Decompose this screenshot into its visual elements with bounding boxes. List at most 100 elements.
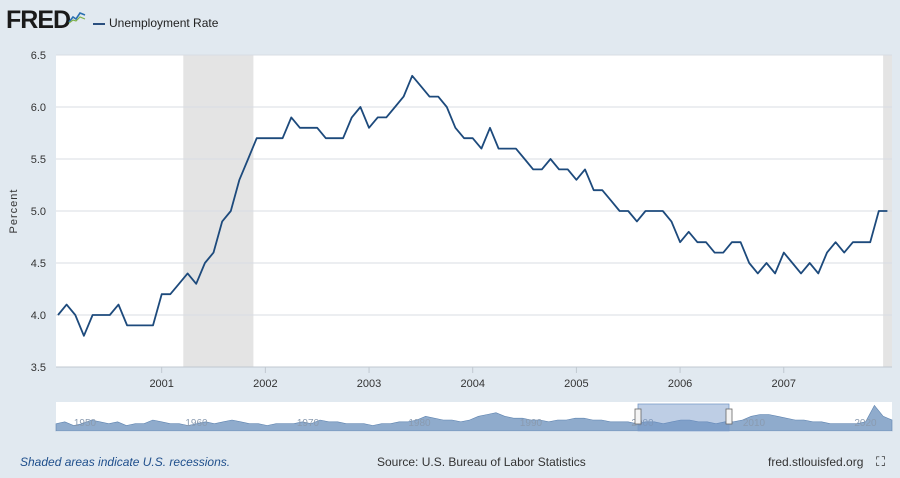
data-point[interactable]	[608, 198, 613, 203]
data-point[interactable]	[868, 240, 873, 245]
data-point[interactable]	[418, 84, 423, 89]
series-line-unemployment-rate[interactable]	[57, 74, 888, 337]
data-point[interactable]	[885, 209, 890, 214]
data-point[interactable]	[488, 125, 493, 130]
data-point[interactable]	[669, 219, 674, 224]
data-point[interactable]	[747, 261, 752, 266]
navigator-handle-left[interactable]	[634, 408, 642, 425]
data-point[interactable]	[237, 177, 242, 182]
data-point[interactable]	[168, 292, 173, 297]
navigator-handle-right[interactable]	[725, 408, 733, 425]
data-point[interactable]	[64, 302, 69, 307]
data-point[interactable]	[116, 302, 121, 307]
data-point[interactable]	[470, 136, 475, 141]
data-point[interactable]	[194, 281, 199, 286]
data-point[interactable]	[159, 292, 164, 297]
data-point[interactable]	[557, 167, 562, 172]
data-point[interactable]	[729, 240, 734, 245]
data-point[interactable]	[306, 125, 311, 130]
data-point[interactable]	[695, 240, 700, 245]
data-point[interactable]	[367, 125, 372, 130]
data-point[interactable]	[790, 261, 795, 266]
data-point[interactable]	[686, 229, 691, 234]
fred-logo[interactable]: FRED	[6, 6, 71, 34]
data-point[interactable]	[410, 73, 415, 78]
legend-item[interactable]: Unemployment Rate	[93, 16, 218, 30]
data-point[interactable]	[90, 313, 95, 318]
data-point[interactable]	[721, 250, 726, 255]
data-point[interactable]	[548, 157, 553, 162]
data-point[interactable]	[220, 219, 225, 224]
data-point[interactable]	[358, 105, 363, 110]
data-point[interactable]	[591, 188, 596, 193]
navigator-selection[interactable]	[637, 403, 730, 432]
data-point[interactable]	[289, 115, 294, 120]
data-point[interactable]	[755, 271, 760, 276]
data-point[interactable]	[479, 146, 484, 151]
data-point[interactable]	[254, 136, 259, 141]
data-point[interactable]	[678, 240, 683, 245]
data-point[interactable]	[626, 209, 631, 214]
data-point[interactable]	[773, 271, 778, 276]
data-point[interactable]	[807, 261, 812, 266]
data-point[interactable]	[176, 281, 181, 286]
data-point[interactable]	[107, 313, 112, 318]
data-point[interactable]	[272, 136, 277, 141]
data-point[interactable]	[522, 157, 527, 162]
data-point[interactable]	[332, 136, 337, 141]
fullscreen-icon[interactable]: ⛶	[876, 454, 886, 469]
data-point[interactable]	[583, 167, 588, 172]
data-point[interactable]	[712, 250, 717, 255]
data-point[interactable]	[850, 240, 855, 245]
data-point[interactable]	[323, 136, 328, 141]
data-point[interactable]	[133, 323, 138, 328]
data-point[interactable]	[496, 146, 501, 151]
data-point[interactable]	[513, 146, 518, 151]
data-point[interactable]	[211, 250, 216, 255]
data-point[interactable]	[228, 209, 233, 214]
data-point[interactable]	[185, 271, 190, 276]
data-point[interactable]	[505, 146, 510, 151]
data-point[interactable]	[427, 94, 432, 99]
data-point[interactable]	[781, 250, 786, 255]
data-point[interactable]	[824, 250, 829, 255]
data-point[interactable]	[444, 105, 449, 110]
data-point[interactable]	[859, 240, 864, 245]
data-point[interactable]	[660, 209, 665, 214]
data-point[interactable]	[125, 323, 130, 328]
data-point[interactable]	[799, 271, 804, 276]
data-point[interactable]	[617, 209, 622, 214]
data-point[interactable]	[574, 177, 579, 182]
data-point[interactable]	[600, 188, 605, 193]
data-point[interactable]	[816, 271, 821, 276]
data-point[interactable]	[246, 157, 251, 162]
data-point[interactable]	[704, 240, 709, 245]
data-point[interactable]	[263, 136, 268, 141]
data-point[interactable]	[392, 105, 397, 110]
data-point[interactable]	[297, 125, 302, 130]
data-point[interactable]	[151, 323, 156, 328]
data-point[interactable]	[738, 240, 743, 245]
data-point[interactable]	[842, 250, 847, 255]
data-point[interactable]	[384, 115, 389, 120]
data-point[interactable]	[764, 261, 769, 266]
data-point[interactable]	[833, 240, 838, 245]
data-point[interactable]	[462, 136, 467, 141]
data-point[interactable]	[876, 209, 881, 214]
data-point[interactable]	[73, 313, 78, 318]
data-point[interactable]	[280, 136, 285, 141]
data-point[interactable]	[81, 333, 86, 338]
data-point[interactable]	[56, 313, 61, 318]
data-point[interactable]	[341, 136, 346, 141]
data-point[interactable]	[315, 125, 320, 130]
data-point[interactable]	[634, 219, 639, 224]
data-point[interactable]	[453, 125, 458, 130]
data-point[interactable]	[531, 167, 536, 172]
data-point[interactable]	[202, 261, 207, 266]
data-point[interactable]	[375, 115, 380, 120]
data-point[interactable]	[643, 209, 648, 214]
data-point[interactable]	[401, 94, 406, 99]
site-url-link[interactable]: fred.stlouisfed.org	[768, 455, 864, 469]
data-point[interactable]	[142, 323, 147, 328]
data-point[interactable]	[539, 167, 544, 172]
